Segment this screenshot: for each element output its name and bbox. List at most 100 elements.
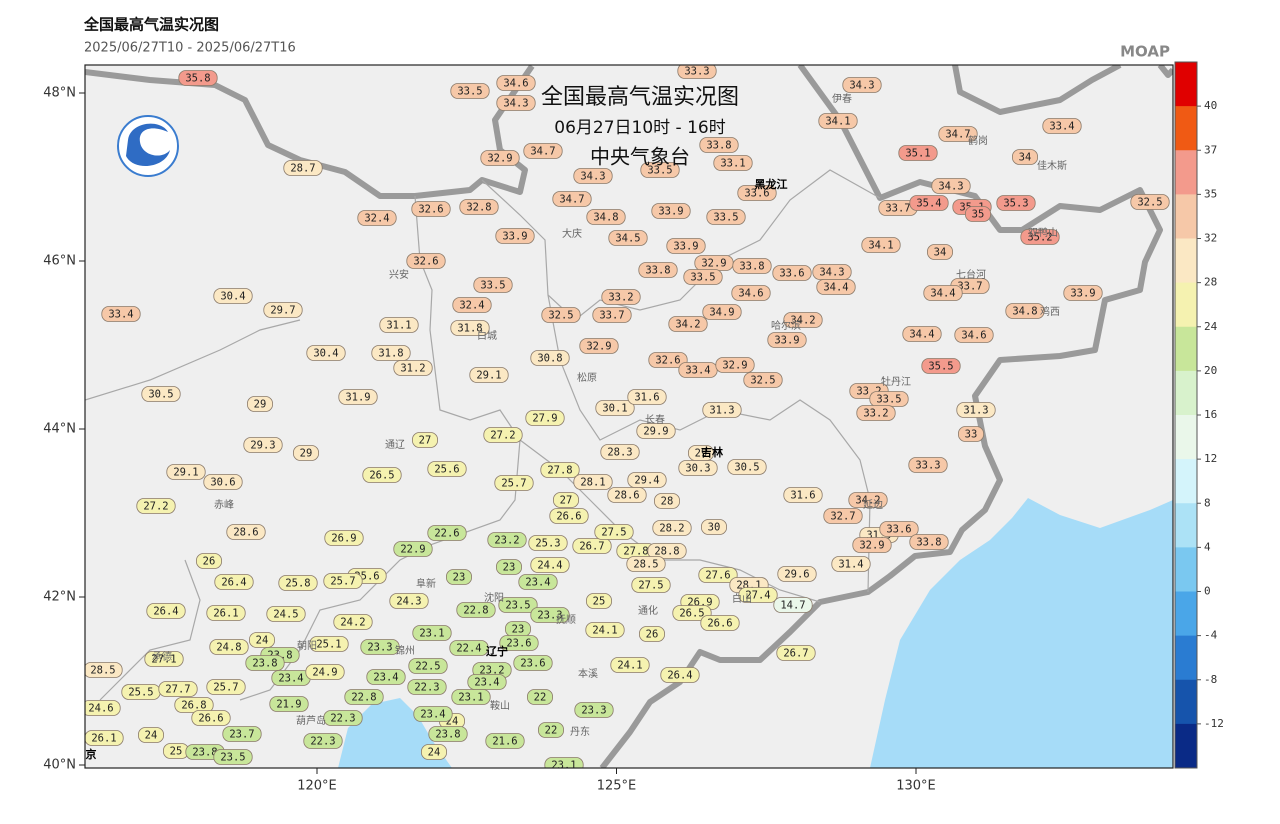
station-value: 23.3: [537, 610, 562, 622]
place-name: 牡丹江: [881, 375, 911, 388]
colorbar-bin: [1175, 282, 1197, 328]
station-badge: [626, 556, 666, 572]
place-name: 沈阳: [484, 591, 504, 604]
station-badge: [366, 669, 406, 685]
station-badge: [852, 537, 892, 553]
station-value: 23.4: [373, 672, 398, 684]
colorbar-bin: [1175, 150, 1197, 195]
overlay-time: 06月27日10时 - 16时: [554, 118, 725, 138]
station-value: 34.7: [530, 146, 555, 158]
station-value: 34.7: [559, 194, 584, 206]
station-badge: [640, 162, 680, 178]
station-value: 29.1: [173, 467, 198, 479]
station-value: 30: [708, 522, 721, 534]
station-value: 25.5: [128, 687, 153, 699]
station-value: 22.3: [414, 682, 439, 694]
station-badge: [586, 593, 613, 609]
station-value: 29.7: [270, 305, 295, 317]
station-value: 30.6: [210, 477, 235, 489]
station-badge: [323, 573, 363, 589]
station-value: 33.6: [779, 268, 804, 280]
y-tick-label: 48°N: [43, 86, 76, 101]
station-value: 34.3: [503, 98, 528, 110]
station-badge: [1063, 285, 1103, 301]
x-tick-label: 130°E: [896, 779, 936, 794]
page-title: 全国最高气温实况图: [83, 16, 219, 34]
station-value: 23.1: [551, 760, 576, 772]
station-value: 29.4: [634, 475, 659, 487]
station-value: 25.7: [501, 478, 526, 490]
place-name: 哈尔滨: [771, 319, 801, 332]
station-badge: [243, 437, 283, 453]
station-badge: [459, 199, 499, 215]
station-badge: [921, 358, 961, 374]
station-value: 22: [534, 692, 547, 704]
station-badge: [408, 658, 448, 674]
station-value: 33.2: [863, 408, 888, 420]
station-badge: [954, 327, 994, 343]
place-name: 伊春: [832, 93, 852, 105]
station-badge: [652, 520, 692, 536]
station-value: 26: [203, 556, 216, 568]
station-value: 22: [545, 725, 558, 737]
overlay-agency: 中央气象台: [590, 145, 690, 169]
station-badge: [592, 307, 632, 323]
station-value: 32.6: [418, 204, 443, 216]
station-badge: [898, 145, 938, 161]
place-name: 双鸭山: [1028, 226, 1058, 239]
station-badge: [538, 722, 565, 738]
station-value: 25.3: [535, 538, 560, 550]
station-badge: [1020, 229, 1060, 245]
place-name: 阜新: [416, 577, 436, 590]
station-value: 33.4: [685, 365, 710, 377]
station-badge: [544, 757, 584, 768]
station-value: 29: [695, 448, 708, 460]
station-value: 32.6: [655, 355, 680, 367]
station-badge: [594, 524, 634, 540]
station-badge: [848, 492, 888, 508]
station-badge: [773, 597, 813, 613]
station-badge: [473, 277, 513, 293]
station-badge: [283, 160, 323, 176]
station-badge: [738, 587, 778, 603]
station-value: 29.6: [784, 569, 809, 581]
station-badge: [362, 467, 402, 483]
station-value: 23.7: [229, 729, 254, 741]
logo-swirl: [126, 123, 170, 167]
station-value: 23.6: [520, 658, 545, 670]
station-value: 35.8: [185, 73, 210, 85]
station-badge: [965, 206, 992, 222]
station-value: 34.2: [675, 319, 700, 331]
station-badge: [209, 639, 249, 655]
place-name: 本溪: [578, 667, 598, 680]
station-badge: [487, 532, 527, 548]
station-badge: [668, 316, 708, 332]
station-badge: [660, 667, 700, 683]
station-badge: [407, 679, 447, 695]
station-value: 35: [972, 209, 985, 221]
place-name: 通化: [638, 604, 658, 617]
station-value: 22.8: [463, 605, 488, 617]
station-value: 26.4: [667, 670, 692, 682]
station-value: 31.3: [963, 405, 988, 417]
station-value: 32.9: [701, 258, 726, 270]
station-value: 33.5: [876, 394, 901, 406]
station-badge: [541, 307, 581, 323]
station-badge: [137, 727, 164, 743]
place-name: 抚顺: [556, 614, 576, 626]
place-name: 葫芦岛: [296, 714, 326, 727]
colorbar-bin: [1175, 503, 1197, 548]
station-value: 30.8: [537, 353, 562, 365]
station-badge: [595, 400, 635, 416]
station-badge: [549, 508, 589, 524]
colorbar-bin: [1175, 326, 1197, 372]
station-value: 31.6: [790, 490, 815, 502]
place-name: 长春: [645, 414, 665, 426]
place-name: 兴安: [389, 268, 409, 281]
station-value: 31.1: [386, 320, 411, 332]
station-value: 14.7: [780, 600, 805, 612]
station-value: 27.5: [638, 580, 663, 592]
station-value: 23: [512, 624, 525, 636]
station-badge: [586, 209, 626, 225]
station-badge: [702, 304, 742, 320]
